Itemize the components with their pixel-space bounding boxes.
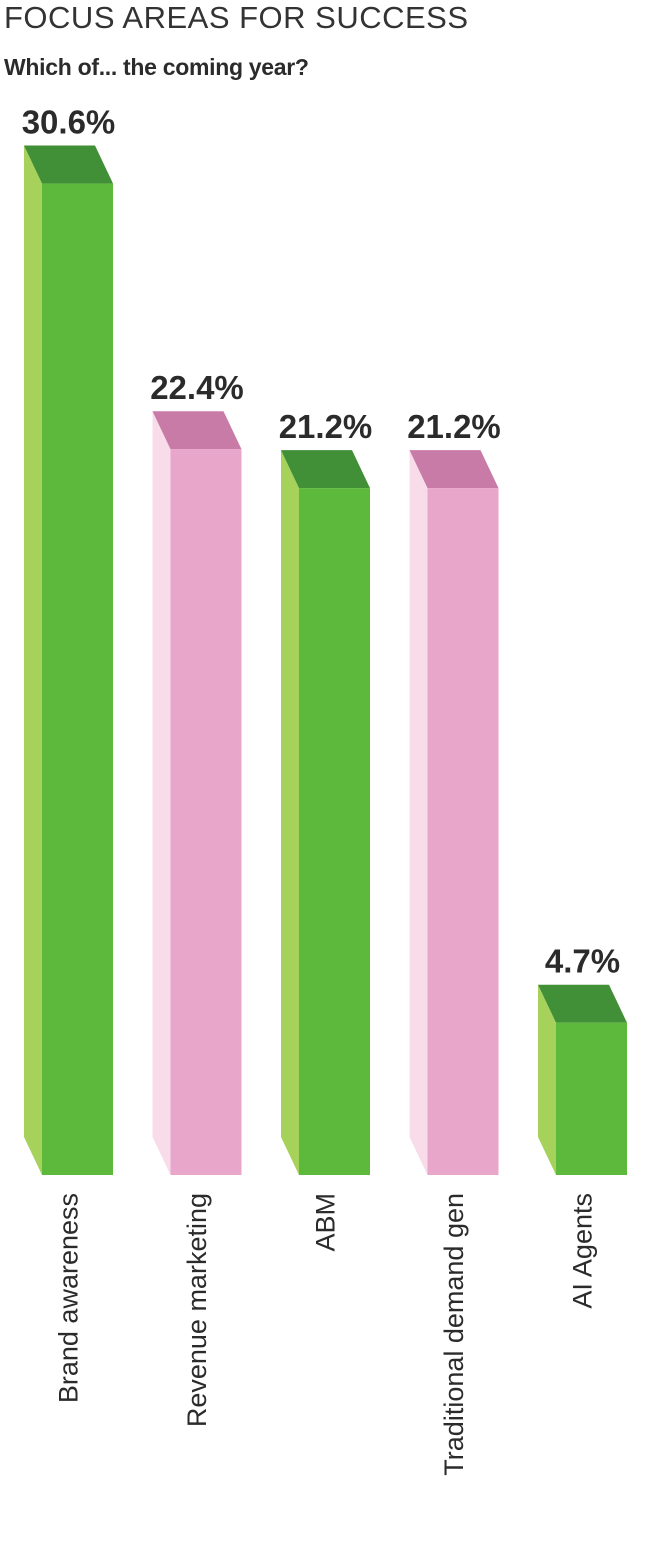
- bar-front-face: [556, 1022, 627, 1175]
- chart-title: FOCUS AREAS FOR SUCCESS: [4, 0, 469, 35]
- bar-side-face: [281, 450, 299, 1175]
- category-label: Revenue marketing: [182, 1193, 212, 1427]
- bar-top-face: [281, 450, 370, 489]
- bar-side-face: [152, 411, 171, 1175]
- bar-top-face: [152, 411, 242, 450]
- bar-2: [152, 411, 242, 1175]
- bar-5: [538, 984, 627, 1175]
- bar-front-face: [299, 488, 370, 1175]
- chart-subtitle: Which of... the coming year?: [4, 54, 309, 80]
- bar-front-face: [427, 488, 499, 1175]
- bar-side-face: [24, 145, 42, 1175]
- bar-front-face: [170, 449, 242, 1175]
- data-label: 22.4%: [150, 369, 244, 406]
- bar-top-face: [409, 450, 499, 489]
- bar-top-face: [538, 984, 627, 1023]
- data-label: 30.6%: [22, 104, 116, 141]
- data-label: 21.2%: [279, 408, 373, 445]
- bar-side-face: [538, 984, 556, 1175]
- bar-4: [409, 450, 499, 1175]
- bar-3: [281, 450, 370, 1175]
- bar-top-face: [24, 145, 113, 184]
- bar-1: [24, 145, 113, 1175]
- data-label: 4.7%: [545, 943, 620, 980]
- category-label: ABM: [311, 1193, 341, 1252]
- category-label: Brand awareness: [54, 1193, 84, 1403]
- category-label: Traditional demand gen: [439, 1193, 469, 1476]
- bar-side-face: [409, 450, 428, 1175]
- bar-front-face: [42, 183, 113, 1175]
- category-label: AI Agents: [568, 1193, 598, 1309]
- data-label: 21.2%: [407, 408, 501, 445]
